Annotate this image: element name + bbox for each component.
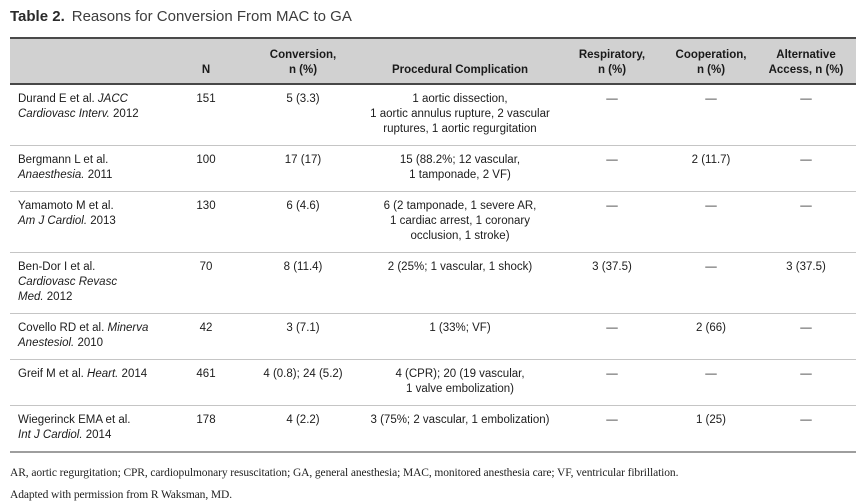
conversion-cell: 8 (11.4) — [283, 261, 323, 273]
header-cell-respiratory: Respiratory, n (%) — [578, 49, 646, 76]
conversion-cell: 5 (3.3) — [286, 93, 320, 105]
conversion-reasons-table: N Conversion, n (%) Procedural Complicat… — [10, 37, 856, 453]
cooperation-cell: — — [705, 93, 717, 105]
cooperation-cell: — — [705, 368, 717, 380]
study-cell: Wiegerinck EMA et al. Int J Cardiol. 2014 — [18, 414, 131, 441]
table-row-greif: Greif M et al. Heart. 2014 461 4 (0.8); … — [10, 359, 856, 405]
n-cell: 100 — [196, 154, 216, 166]
cooperation-cell: — — [705, 200, 717, 212]
respiratory-cell: — — [606, 154, 618, 166]
n-cell: 70 — [199, 261, 213, 273]
respiratory-cell: — — [606, 200, 618, 212]
cooperation-cell: — — [705, 261, 717, 273]
alternative-access-cell: — — [800, 93, 812, 105]
table-row-ben-dor: Ben-Dor I et al. Cardiovasc Revasc Med. 20… — [10, 252, 856, 313]
respiratory-cell: 3 (37.5) — [592, 261, 632, 273]
table-header-row: N Conversion, n (%) Procedural Complicat… — [10, 37, 856, 85]
header-cell-study — [10, 71, 168, 83]
study-cell: Yamamoto M et al. Am J Cardiol. 2013 — [18, 200, 116, 227]
procedural-complication-cell: 3 (75%; 2 vascular, 1 embolization) — [370, 414, 550, 426]
table-row-covello: Covello RD et al. Minerva Anestesiol. 201… — [10, 313, 856, 359]
respiratory-cell: — — [606, 414, 618, 426]
study-cell: Bergmann L et al. Anaesthesia. 2011 — [18, 154, 113, 181]
table-row-durand: Durand E et al. JACC Cardiovasc Interv. 2… — [10, 85, 856, 145]
procedural-complication-cell: 6 (2 tamponade, 1 severe AR, 1 cardiac a… — [383, 200, 537, 242]
alternative-access-cell: — — [800, 200, 812, 212]
table-footnotes: AR, aortic regurgitation; CPR, cardiopul… — [10, 466, 856, 502]
table-row-wiegerinck: Wiegerinck EMA et al. Int J Cardiol. 2014… — [10, 405, 856, 451]
table-title: Table 2. Reasons for Conversion From MAC … — [10, 8, 856, 26]
header-cell-cooperation: Cooperation, n (%) — [675, 49, 747, 76]
table-row-yamamoto: Yamamoto M et al. Am J Cardiol. 2013 130 … — [10, 191, 856, 252]
alternative-access-cell: — — [800, 368, 812, 380]
respiratory-cell: — — [606, 93, 618, 105]
permission-footnote: Adapted with permission from R Waksman, … — [10, 489, 232, 501]
procedural-complication-cell: 15 (88.2%; 12 vascular, 1 tamponade, 2 V… — [399, 154, 521, 181]
cooperation-cell: 2 (11.7) — [691, 154, 731, 166]
n-cell: 178 — [196, 414, 216, 426]
study-cell: Durand E et al. JACC Cardiovasc Interv. 2… — [18, 93, 139, 120]
n-cell: 461 — [196, 368, 216, 380]
table-title-text: Reasons for Conversion From MAC to GA — [71, 8, 352, 25]
conversion-cell: 3 (7.1) — [286, 322, 320, 334]
respiratory-cell: — — [606, 368, 618, 380]
conversion-cell: 17 (17) — [284, 154, 322, 166]
conversion-cell: 4 (2.2) — [286, 414, 320, 426]
alternative-access-cell: — — [800, 414, 812, 426]
n-cell: 130 — [196, 200, 216, 212]
conversion-cell: 6 (4.6) — [286, 200, 320, 212]
alternative-access-cell: 3 (37.5) — [786, 261, 826, 273]
abbreviations-footnote: AR, aortic regurgitation; CPR, cardiopul… — [10, 467, 679, 479]
respiratory-cell: — — [606, 322, 618, 334]
n-cell: 42 — [199, 322, 213, 334]
conversion-cell: 4 (0.8); 24 (5.2) — [263, 368, 343, 380]
procedural-complication-cell: 2 (25%; 1 vascular, 1 shock) — [387, 261, 533, 273]
study-cell: Ben-Dor I et al. Cardiovasc Revasc Med. 20… — [18, 261, 118, 303]
table-row-bergmann: Bergmann L et al. Anaesthesia. 2011 100 1… — [10, 145, 856, 191]
table-number-label: Table 2. — [10, 8, 65, 25]
header-cell-conversion: Conversion, n (%) — [269, 49, 337, 76]
study-cell: Covello RD et al. Minerva Anestesiol. 201… — [18, 322, 149, 349]
cooperation-cell: 1 (25) — [695, 414, 727, 426]
procedural-complication-cell: 1 aortic dissection, 1 aortic annulus ru… — [370, 93, 550, 135]
study-cell: Greif M et al. Heart. 2014 — [18, 368, 148, 380]
header-cell-procedural-complication: Procedural Complication — [391, 63, 529, 76]
procedural-complication-cell: 4 (CPR); 20 (19 vascular, 1 valve emboli… — [395, 368, 525, 395]
alternative-access-cell: — — [800, 154, 812, 166]
header-cell-alternative-access: Alternative Access, n (%) — [768, 49, 844, 76]
header-cell-n: N — [201, 63, 211, 76]
cooperation-cell: 2 (66) — [695, 322, 727, 334]
alternative-access-cell: — — [800, 322, 812, 334]
n-cell: 151 — [196, 93, 216, 105]
procedural-complication-cell: 1 (33%; VF) — [429, 322, 491, 334]
